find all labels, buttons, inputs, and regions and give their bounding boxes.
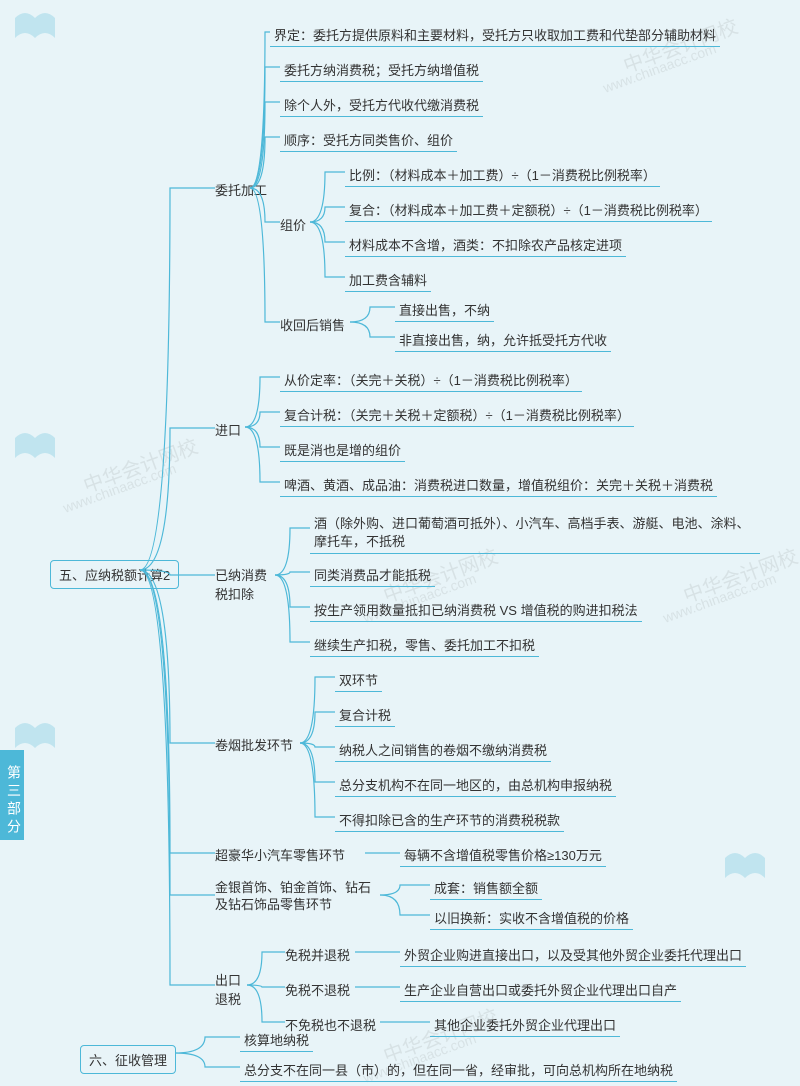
leaf: 核算地纳税 bbox=[240, 1030, 313, 1052]
connector bbox=[247, 940, 287, 1030]
watermark: 中华会计网校 bbox=[79, 430, 202, 498]
leaf: 外贸企业购进直接出口，以及受其他外贸企业委托代理出口 bbox=[400, 945, 746, 967]
leaf: 复合计税：（关完＋关税＋定额税）÷（1－消费税比例税率） bbox=[280, 405, 634, 427]
leaf: 其他企业委托外贸企业代理出口 bbox=[430, 1015, 620, 1037]
leaf: 总分支机构不在同一地区的，由总机构申报纳税 bbox=[335, 775, 616, 797]
connector bbox=[140, 10, 220, 1020]
watermark-url: www.chinaacc.com bbox=[601, 40, 718, 96]
node-jinkou: 进口 bbox=[215, 420, 241, 439]
node-chukou: 出口退税 bbox=[215, 970, 245, 1008]
connector bbox=[365, 845, 405, 865]
connector bbox=[275, 510, 315, 655]
node-weituo: 委托加工 bbox=[215, 180, 267, 199]
leaf: 按生产领用数量抵扣已纳消费税 VS 增值税的购进扣税法 bbox=[310, 600, 642, 622]
leaf: 材料成本不含增，酒类：不扣除农产品核定进项 bbox=[345, 235, 626, 257]
leaf: 不得扣除已含的生产环节的消费税税款 bbox=[335, 810, 564, 832]
watermark-url: www.chinaacc.com bbox=[661, 570, 778, 626]
leaf: 酒（除外购、进口葡萄酒可抵外）、小汽车、高档手表、游艇、电池、涂料、摩托车，不抵… bbox=[310, 515, 760, 554]
node-jinyin: 金银首饰、铂金首饰、钻石及钻石饰品零售环节 bbox=[215, 880, 375, 914]
connector bbox=[245, 365, 285, 495]
root-node-5: 五、应纳税额计算2 bbox=[50, 560, 179, 589]
leaf: 同类消费品才能抵税 bbox=[310, 565, 435, 587]
leaf: 加工费含辅料 bbox=[345, 270, 431, 292]
node-juanyan: 卷烟批发环节 bbox=[215, 735, 293, 754]
leaf: 顺序：受托方同类售价、组价 bbox=[280, 130, 457, 152]
leaf: 直接出售，不纳 bbox=[395, 300, 494, 322]
leaf: 总分支不在同一县（市）的，但在同一省，经审批，可向总机构所在地纳税 bbox=[240, 1060, 677, 1082]
leaf: 双环节 bbox=[335, 670, 382, 692]
connector bbox=[380, 870, 435, 925]
node-yina: 已纳消费税扣除 bbox=[215, 565, 275, 603]
connector bbox=[310, 160, 350, 290]
leaf-label: 免税并退税 bbox=[285, 945, 350, 964]
leaf: 比例：（材料成本＋加工费）÷（1－消费税比例税率） bbox=[345, 165, 660, 187]
leaf: 委托方纳消费税；受托方纳增值税 bbox=[280, 60, 483, 82]
leaf: 非直接出售，纳，允许抵受托方代收 bbox=[395, 330, 611, 352]
leaf: 从价定率：（关完＋关税）÷（1－消费税比例税率） bbox=[280, 370, 582, 392]
node-zujia: 组价 bbox=[280, 215, 306, 234]
leaf: 纳税人之间销售的卷烟不缴纳消费税 bbox=[335, 740, 551, 762]
root-node-6: 六、征收管理 bbox=[80, 1045, 176, 1074]
leaf: 以旧换新：实收不含增值税的价格 bbox=[430, 908, 633, 930]
logo-icon bbox=[720, 850, 770, 886]
leaf: 每辆不含增值税零售价格≥130万元 bbox=[400, 845, 606, 867]
leaf: 复合：（材料成本＋加工费＋定额税）÷（1－消费税比例税率） bbox=[345, 200, 712, 222]
connector bbox=[350, 295, 400, 345]
leaf: 既是消也是增的组价 bbox=[280, 440, 405, 462]
logo-icon bbox=[10, 10, 60, 46]
leaf-label: 免税不退税 bbox=[285, 980, 350, 999]
logo-icon bbox=[10, 430, 60, 466]
leaf: 生产企业自营出口或委托外贸企业代理出口自产 bbox=[400, 980, 681, 1002]
leaf: 除个人外，受托方代收代缴消费税 bbox=[280, 95, 483, 117]
connector bbox=[300, 665, 340, 830]
leaf: 成套：销售额全额 bbox=[430, 878, 542, 900]
leaf: 界定：委托方提供原料和主要材料，受托方只收取加工费和代垫部分辅助材料 bbox=[270, 25, 720, 47]
watermark-url: www.chinaacc.com bbox=[61, 460, 178, 516]
connector bbox=[175, 1025, 245, 1075]
leaf: 啤酒、黄酒、成品油：消费税进口数量，增值税组价：关完＋关税＋消费税 bbox=[280, 475, 717, 497]
node-chaohaohao: 超豪华小汽车零售环节 bbox=[215, 845, 345, 864]
leaf: 继续生产扣税，零售、委托加工不扣税 bbox=[310, 635, 539, 657]
node-shouhou: 收回后销售 bbox=[280, 315, 345, 334]
side-tab: 第三部分 bbox=[0, 750, 24, 840]
leaf: 复合计税 bbox=[335, 705, 395, 727]
